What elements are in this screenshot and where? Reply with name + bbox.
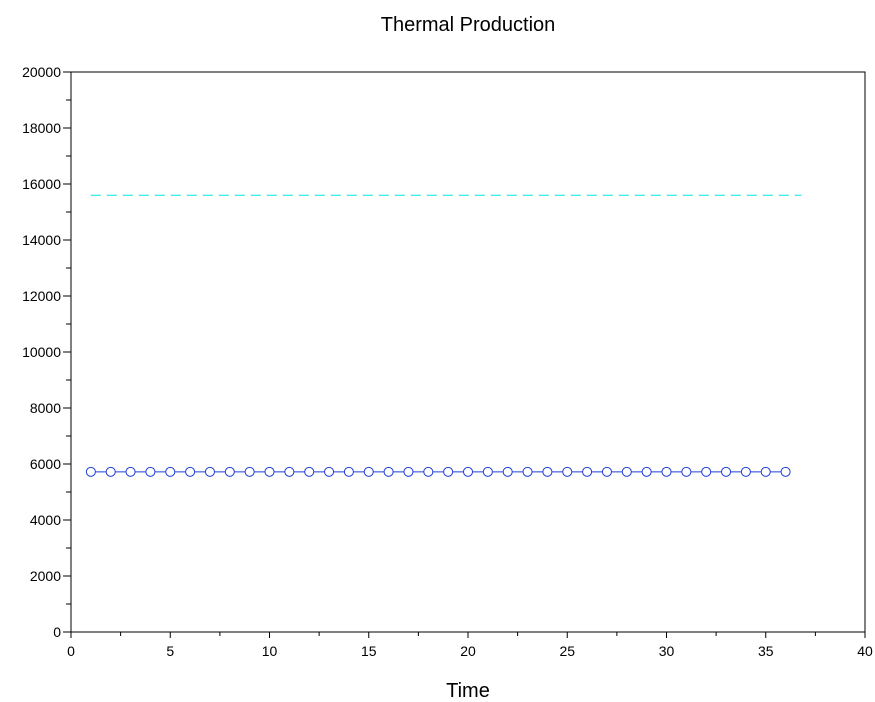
series-1-point [224, 466, 235, 477]
chart-title: Thermal Production [381, 14, 556, 36]
y-tick-label: 8000 [30, 400, 61, 416]
series-1-point [264, 466, 275, 477]
y-tick-label: 10000 [22, 344, 61, 360]
series-1-point [701, 466, 712, 477]
series-1-point [542, 466, 553, 477]
series-1-point [522, 466, 533, 477]
series-1-point [343, 466, 354, 477]
series-1-point [482, 466, 493, 477]
y-tick-label: 20000 [22, 64, 61, 80]
y-tick-label: 12000 [22, 288, 61, 304]
y-tick-label: 2000 [30, 568, 61, 584]
series-1-point [601, 466, 612, 477]
x-tick-label: 35 [758, 643, 774, 659]
y-tick-label: 6000 [30, 456, 61, 472]
x-axis-label: Time [446, 680, 490, 702]
series-1-point [641, 466, 652, 477]
x-tick-label: 40 [857, 643, 873, 659]
series-1-point [463, 466, 473, 477]
series-1-point [284, 466, 295, 477]
series-1-point [423, 466, 434, 477]
series-1-point [443, 466, 454, 477]
y-tick-label: 16000 [22, 176, 61, 192]
x-tick-label: 15 [361, 643, 377, 659]
x-tick-label: 10 [262, 643, 278, 659]
series-1-point [760, 466, 771, 477]
series-1-point [721, 466, 732, 477]
y-tick-label: 0 [53, 624, 61, 640]
y-tick-label: 14000 [22, 232, 61, 248]
series-1-point [185, 466, 196, 477]
series-1-point [145, 466, 156, 477]
series-1-point [165, 466, 176, 477]
series-1-point [780, 466, 791, 477]
series-1-point [681, 466, 692, 477]
series-1-point [105, 466, 116, 477]
series-layer [85, 194, 802, 477]
series-1-point [244, 466, 255, 477]
series-1-point [204, 466, 215, 477]
series-1-point [304, 466, 315, 477]
x-tick-label: 30 [659, 643, 675, 659]
series-1-point [562, 466, 573, 477]
series-1-point [125, 466, 136, 477]
x-tick-label: 0 [67, 643, 75, 659]
x-axis: 0 5 10 15 20 25 30 35 40 [67, 632, 873, 659]
y-tick-label: 18000 [22, 120, 61, 136]
y-tick-label: 4000 [30, 512, 61, 528]
series-1-point [502, 466, 513, 477]
x-tick-label: 25 [559, 643, 575, 659]
series-1-point [383, 466, 394, 477]
series-1-point [621, 466, 632, 477]
series-1-point [403, 466, 414, 477]
x-tick-label: 5 [166, 643, 174, 659]
series-1-point [740, 466, 751, 477]
series-1-point [363, 466, 374, 477]
x-tick-label: 20 [460, 643, 476, 659]
y-axis: 0 2000 4000 6000 8000 10000 12000 14000 16000 180… [22, 64, 71, 640]
series-1-point [85, 466, 96, 477]
series-1-point [324, 466, 335, 477]
plot-frame [70, 71, 866, 633]
series-1-point [582, 466, 593, 477]
series-1-point [661, 466, 672, 477]
